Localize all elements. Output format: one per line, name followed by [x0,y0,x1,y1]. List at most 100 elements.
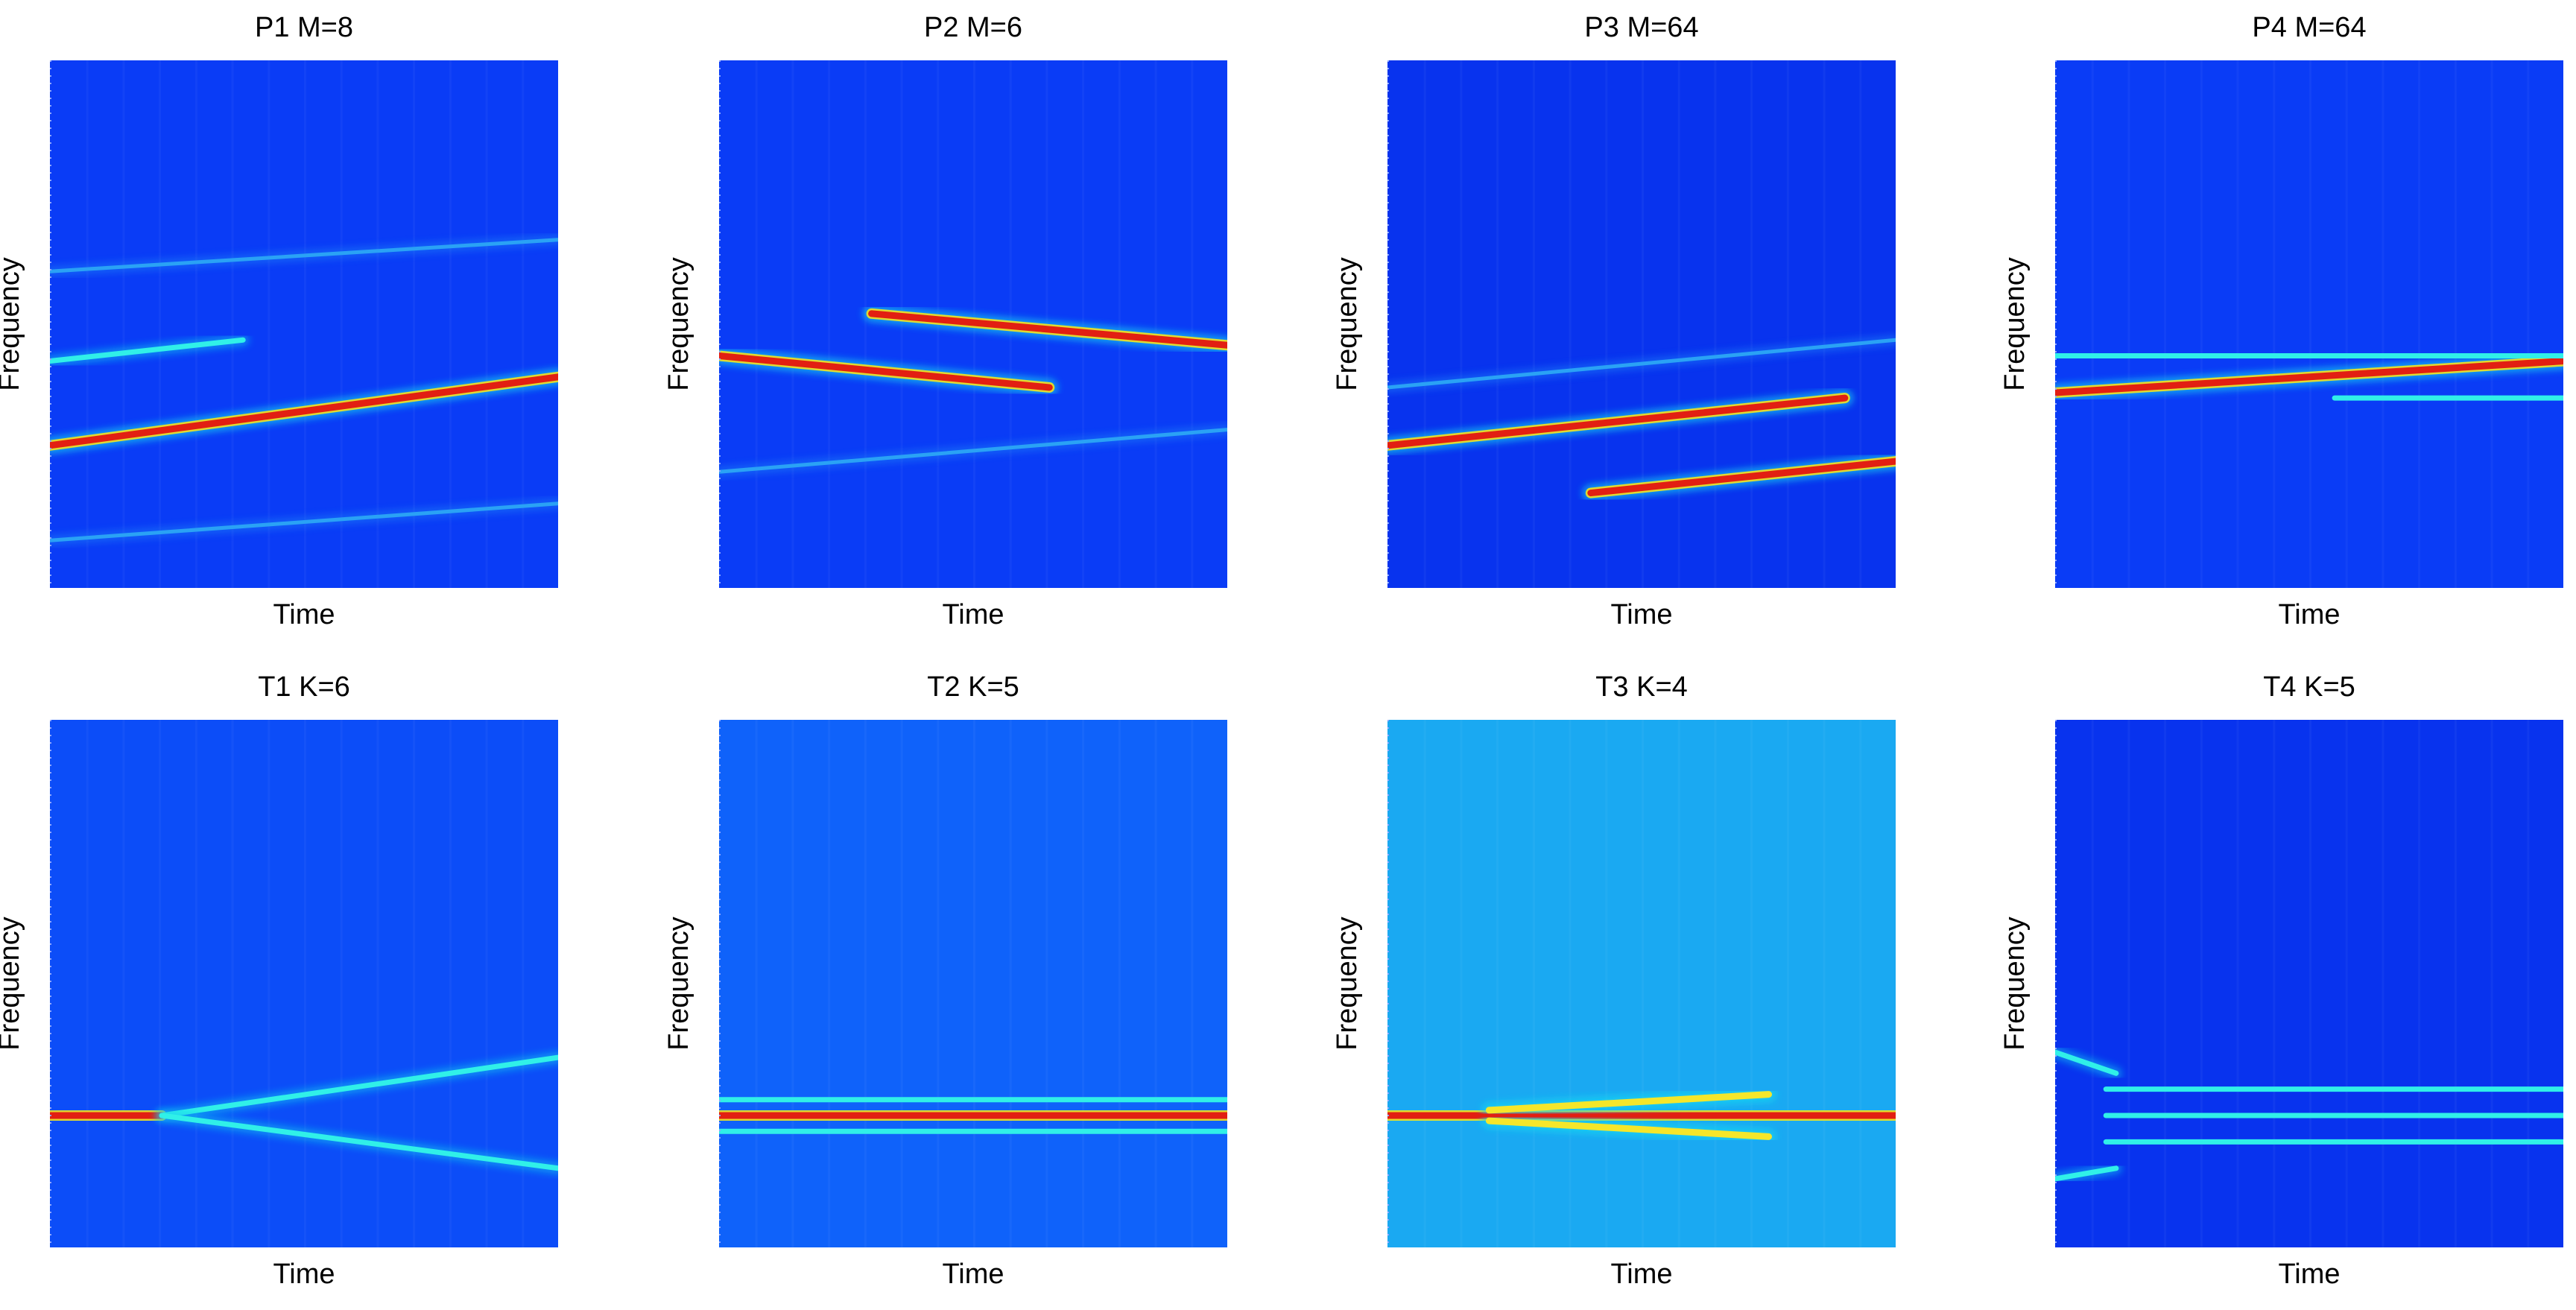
texture-streak [1191,720,1194,1247]
texture-streak [2309,720,2311,1247]
texture-streak [1191,60,1194,588]
texture-streak [1859,720,1862,1247]
texture-streak [122,60,125,588]
texture-streak [2382,60,2384,588]
texture-streak [2127,720,2130,1247]
texture-streak [791,720,794,1247]
x-axis-label: Time [2278,1259,2341,1290]
texture-streak [2164,60,2167,588]
texture-streak [2490,60,2493,588]
panel-p2: P2 M=6 Time Frequency [663,12,1227,630]
texture-streak [1569,720,1572,1247]
heatmap-plot [50,60,558,588]
y-axis-label: Frequency [0,257,25,391]
heatmap-background [2055,720,2563,1247]
panel-title: T2 K=5 [927,671,1019,703]
texture-streak [828,720,831,1247]
ridge-lower-branch [719,347,1058,396]
texture-streak [2200,60,2203,588]
panel-title: T4 K=5 [2263,671,2355,703]
texture-streak [1460,60,1463,588]
texture-streak [973,720,975,1247]
texture-streak [1009,720,1012,1247]
heatmap-background [2055,60,2563,588]
texture-streak [755,720,758,1247]
texture-streak [1750,60,1753,588]
texture-streak [522,720,525,1247]
ridge-faint-harmonic [50,234,558,277]
texture-streak [1423,60,1426,588]
texture-streak [828,60,831,588]
ridge-main-chirp [1387,390,1853,454]
texture-streak [2382,720,2384,1247]
texture-streak [1605,720,1608,1247]
y-axis-label: Frequency [1332,257,1363,391]
heatmap-plot [1387,720,1896,1247]
heatmap-plot [2055,60,2563,588]
texture-streak [755,60,758,588]
ridge-lower-edge [2055,1162,2122,1185]
ridge-upper-branch [1481,1086,1776,1118]
heatmap-background [1387,60,1896,588]
panel-title: P4 M=64 [2252,12,2367,43]
texture-streak [864,720,867,1247]
texture-streak [2345,720,2348,1247]
panel-t1: T1 K=6 Time Frequency [0,671,558,1290]
ridge-upper-branch [863,305,1227,354]
texture-streak [1423,720,1426,1247]
x-axis-label: Time [942,1259,1004,1290]
texture-streak [2127,60,2130,588]
x-axis-label: Time [2278,599,2341,630]
texture-streak [2091,720,2094,1247]
texture-streak [268,60,270,588]
texture-streak [268,720,270,1247]
texture-streak [2454,60,2457,588]
texture-streak [2273,720,2276,1247]
texture-streak [2418,720,2421,1247]
heatmap-background [1387,720,1896,1247]
texture-streak [159,60,162,588]
texture-streak [937,720,940,1247]
panel-t3: T3 K=4 Time Frequency [1332,671,1896,1290]
texture-streak [449,720,452,1247]
texture-streak [1082,720,1085,1247]
texture-streak [1569,60,1572,588]
texture-streak [159,720,162,1247]
heatmap-background [50,60,558,588]
texture-streak [1642,60,1644,588]
texture-streak [1714,720,1717,1247]
texture-streak [1642,720,1644,1247]
texture-streak [376,60,379,588]
ridge-faint-harmonic [1387,335,1896,393]
texture-streak [522,60,525,588]
texture-streak [1118,60,1121,588]
texture-streak [2490,720,2493,1247]
texture-streak [2345,60,2348,588]
texture-streak [1082,60,1085,588]
texture-streak [340,60,343,588]
texture-streak [86,720,89,1247]
texture-streak [2273,60,2276,588]
texture-streak [1605,60,1608,588]
texture-streak [485,720,488,1247]
x-axis-label: Time [942,599,1004,630]
panel-title: T1 K=6 [258,671,350,703]
texture-streak [1532,720,1535,1247]
texture-streak [2454,720,2457,1247]
texture-streak [1859,60,1862,588]
panel-title: P2 M=6 [923,12,1023,43]
ridge-lower-branch [1481,1113,1776,1145]
panel-title: P3 M=64 [1584,12,1699,43]
texture-streak [1823,720,1826,1247]
ridge-second-chirp [1582,453,1896,501]
heatmap-background [719,720,1227,1247]
ridge-upper-edge [2055,1046,2122,1080]
texture-streak [2527,720,2530,1247]
texture-streak [122,720,125,1247]
panel-t2: T2 K=5 Time Frequency [663,671,1227,1290]
texture-streak [1786,720,1789,1247]
heatmap-plot [719,720,1227,1247]
y-axis-label: Frequency [0,917,25,1051]
texture-streak [1786,60,1789,588]
ridge-main-chirp [2055,352,2563,402]
